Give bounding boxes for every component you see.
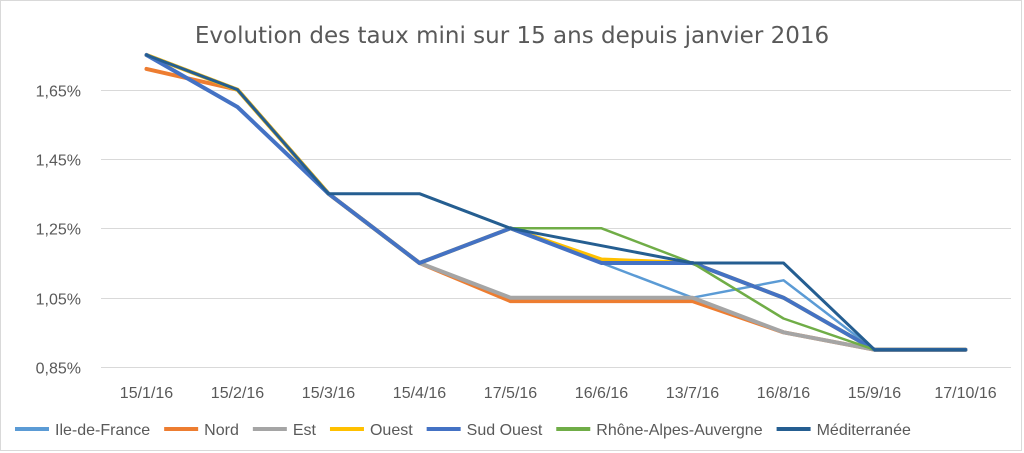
y-tick-label: 1,65% xyxy=(36,84,81,101)
axis-labels: 0,85% 1,05% 1,25% 1,45% 1,65% 15/1/16 15/2/16 1… xyxy=(36,84,997,403)
x-tick-label: 15/1/16 xyxy=(120,385,173,402)
series-line-rh-ne-alpes-auvergne xyxy=(145,53,967,351)
series-line-ile-de-france xyxy=(145,53,967,351)
x-tick-label: 17/5/16 xyxy=(484,385,537,402)
y-tick-label: 1,45% xyxy=(36,153,81,170)
legend-item: Méditerranée xyxy=(776,422,911,439)
legend-item: Rhône-Alpes-Auvergne xyxy=(556,422,763,439)
series-line-ouest xyxy=(144,53,968,352)
chart-title: Evolution des taux mini sur 15 ans depui… xyxy=(194,23,830,49)
x-tick-label: 16/6/16 xyxy=(575,385,628,402)
x-tick-label: 15/9/16 xyxy=(848,385,901,402)
legend-label: Est xyxy=(293,422,317,439)
y-tick-label: 1,05% xyxy=(36,292,81,309)
legend-label: Rhône-Alpes-Auvergne xyxy=(596,422,762,439)
x-tick-label: 15/3/16 xyxy=(302,385,355,402)
legend-item: Sud Ouest xyxy=(426,422,543,439)
legend-item: Ile-de-France xyxy=(15,422,150,439)
x-tick-label: 16/8/16 xyxy=(757,385,810,402)
legend-label: Nord xyxy=(204,422,239,439)
x-tick-label: 15/2/16 xyxy=(211,385,264,402)
legend-label: Sud Ouest xyxy=(467,422,543,439)
series-line-m-diterran-e xyxy=(145,53,967,352)
legend-label: Méditerranée xyxy=(817,422,911,439)
legend-label: Ouest xyxy=(370,422,413,439)
series-line-sud-ouest xyxy=(144,53,968,352)
legend: Ile-de-France Nord Est Ouest Sud Ouest Rhône-… xyxy=(15,422,911,439)
x-tick-label: 15/4/16 xyxy=(393,385,446,402)
legend-item: Est xyxy=(252,422,317,439)
y-tick-label: 1,25% xyxy=(36,222,81,239)
series-line-est xyxy=(144,53,968,352)
y-tick-label: 0,85% xyxy=(36,361,81,378)
x-tick-label: 13/7/16 xyxy=(666,385,719,402)
series-line-nord xyxy=(144,66,968,352)
legend-label: Ile-de-France xyxy=(55,422,150,439)
legend-item: Nord xyxy=(164,422,239,439)
legend-item: Ouest xyxy=(329,422,413,439)
series-lines xyxy=(144,53,968,352)
x-tick-label: 17/10/16 xyxy=(934,385,996,402)
